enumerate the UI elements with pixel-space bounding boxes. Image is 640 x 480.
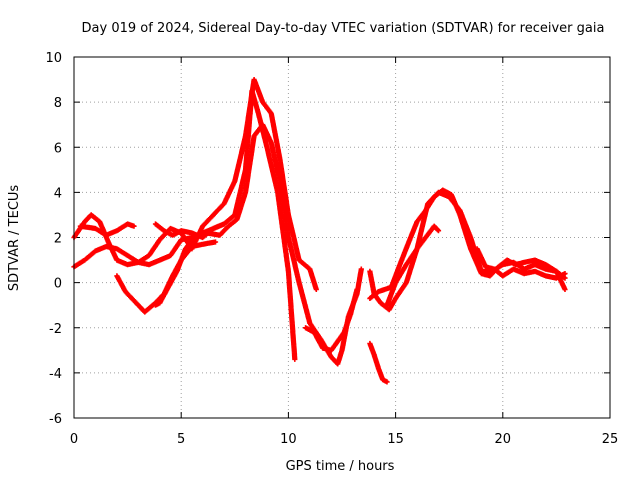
series-sat-k: [384, 223, 442, 308]
y-tick-label: -2: [49, 322, 62, 337]
x-tick-label: 15: [387, 432, 404, 447]
series-sat-g: [152, 221, 227, 241]
data-point: [221, 221, 227, 227]
x-tick-label: 10: [280, 432, 297, 447]
data-point: [562, 275, 568, 281]
y-tick-label: -4: [49, 367, 62, 382]
data-point: [131, 223, 137, 229]
x-tick-label: 25: [602, 432, 619, 447]
data-point: [313, 286, 319, 292]
x-tick-label: 0: [70, 432, 78, 447]
data-point: [435, 227, 441, 233]
series-sat-h: [367, 340, 390, 385]
y-tick-label: 8: [54, 96, 62, 111]
grid: [74, 57, 610, 418]
y-axis-label: SDTVAR / TECUs: [7, 185, 22, 292]
data-point: [292, 356, 298, 362]
data-point: [384, 379, 390, 385]
y-tick-label: 6: [54, 141, 62, 156]
data-point: [358, 266, 364, 272]
x-tick-label: 5: [177, 432, 185, 447]
data-point: [354, 286, 360, 292]
y-tick-label: 2: [54, 232, 62, 247]
data-point: [562, 271, 568, 277]
series-sat-f: [303, 286, 360, 353]
data-point: [212, 239, 219, 245]
data-point: [435, 228, 442, 234]
x-axis-label: GPS time / hours: [286, 459, 395, 474]
chart-title: Day 019 of 2024, Sidereal Day-to-day VTE…: [82, 21, 605, 36]
data-markers: [71, 77, 568, 385]
data-point: [562, 286, 568, 292]
series-sat-l: [474, 246, 568, 281]
series-sat-c: [77, 221, 137, 238]
x-tick-label: 20: [495, 432, 512, 447]
y-tick-label: -6: [49, 412, 62, 427]
plot-frame: [73, 56, 611, 419]
y-tick-label: 4: [54, 186, 62, 201]
y-tick-label: 0: [54, 277, 62, 292]
y-tick-label: 10: [45, 51, 62, 66]
